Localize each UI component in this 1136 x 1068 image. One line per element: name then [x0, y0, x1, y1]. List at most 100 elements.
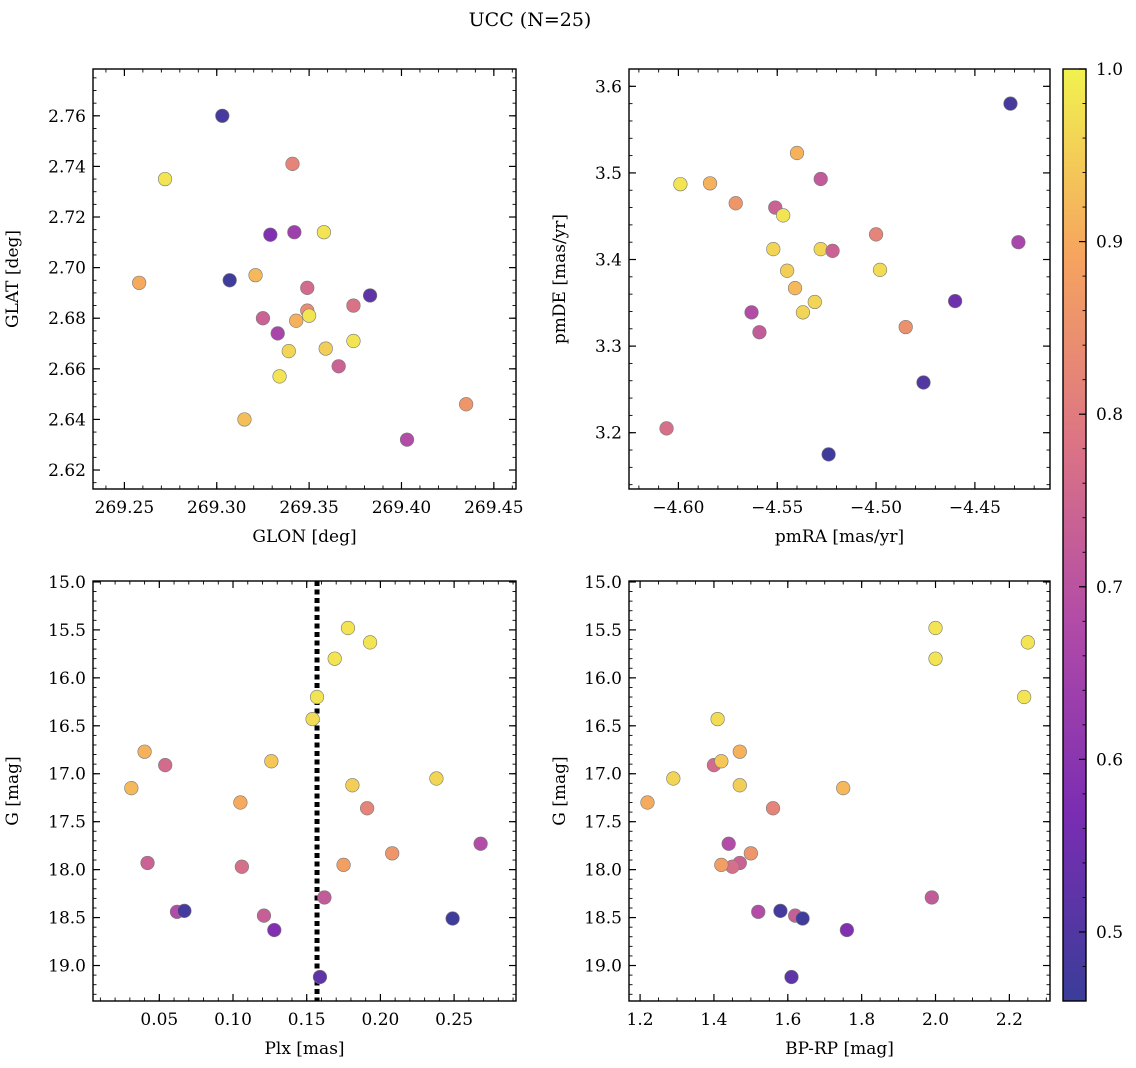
data-point	[345, 778, 360, 793]
colorbar-tick-label: 0.7	[1096, 578, 1123, 598]
data-point	[666, 771, 681, 786]
y-tick-label: 18.0	[48, 861, 86, 881]
data-point	[309, 689, 325, 705]
data-point	[659, 421, 674, 436]
data-point	[836, 781, 851, 796]
data-point	[267, 922, 282, 938]
colorbar-tick-label: 0.5	[1096, 923, 1123, 943]
data-point	[813, 171, 828, 187]
y-tick-label: 15.5	[584, 621, 622, 641]
data-point	[270, 326, 285, 341]
data-point	[234, 859, 249, 874]
data-point	[928, 651, 943, 666]
y-tick-label: 15.0	[48, 573, 86, 593]
data-point	[839, 922, 854, 938]
colorbar-tick-label: 0.8	[1096, 405, 1123, 425]
data-point	[256, 908, 272, 923]
data-point	[158, 758, 173, 773]
data-point	[702, 176, 718, 191]
data-point	[751, 904, 766, 919]
data-point	[429, 771, 444, 786]
x-tick-label: 0.20	[361, 1010, 399, 1030]
x-tick-label: −4.45	[949, 498, 1001, 518]
data-point	[1020, 635, 1035, 650]
data-point	[316, 225, 331, 240]
y-tick-label: 2.64	[48, 410, 86, 430]
panel-3: 0.05 0.10 0.15 0.20 0.25 15.0 15.5 16.0 16.5 17.0…	[3, 573, 517, 1059]
x-tick-label: 2.0	[922, 1010, 949, 1030]
data-point	[399, 432, 415, 447]
data-point	[285, 156, 300, 171]
data-point	[795, 305, 811, 320]
panel-2: −4.60 −4.55 −4.50 −4.45 3.2 3.3 3.4 3.5 3.6 pmRA …	[550, 68, 1051, 547]
data-point	[289, 313, 304, 328]
data-point	[721, 836, 736, 851]
data-point	[825, 243, 840, 258]
y-tick-label: 18.0	[584, 861, 622, 881]
data-point	[787, 280, 803, 296]
x-axis-label: BP-RP [mag]	[785, 1039, 894, 1059]
x-tick-label: 1.4	[700, 1010, 727, 1030]
y-tick-label: 3.5	[595, 164, 622, 184]
data-point	[340, 620, 356, 636]
data-point	[732, 778, 747, 793]
data-point	[157, 171, 173, 187]
data-point	[317, 890, 332, 905]
colorbar: 0.5 0.6 0.7 0.8 0.9 1.0	[1062, 60, 1123, 1002]
data-point	[281, 344, 296, 359]
data-point	[177, 903, 192, 918]
x-tick-label: 269.35	[279, 498, 338, 518]
data-point	[473, 836, 488, 851]
data-point	[248, 268, 263, 283]
panel-4: 1.2 1.4 1.6 1.8 2.0 2.2 15.0 15.5 16.0 16.5 17.0 17…	[550, 573, 1051, 1059]
data-point	[780, 263, 795, 278]
y-tick-label: 17.0	[584, 765, 622, 785]
y-tick-label: 3.4	[595, 251, 622, 271]
x-axis-label: GLON [deg]	[252, 527, 356, 547]
data-point	[784, 969, 799, 985]
data-point	[728, 196, 743, 211]
data-point	[916, 375, 931, 390]
x-tick-label: 2.2	[996, 1010, 1023, 1030]
data-point	[272, 369, 287, 384]
data-point	[714, 754, 729, 769]
y-tick-label: 16.5	[584, 717, 622, 737]
plot-frame	[92, 68, 517, 490]
x-tick-label: 269.25	[95, 498, 154, 518]
data-point	[318, 341, 333, 356]
data-point	[743, 846, 758, 861]
y-axis-label: G [mag]	[3, 756, 23, 825]
y-tick-label: 3.3	[595, 337, 622, 357]
data-point	[640, 795, 655, 810]
colorbar-tick-label: 0.9	[1096, 233, 1123, 253]
figure-title: UCC (N=25)	[469, 9, 592, 31]
y-axis-label: G [mag]	[550, 756, 570, 825]
y-tick-label: 2.62	[48, 461, 86, 481]
data-point	[898, 319, 913, 335]
data-point	[765, 801, 781, 816]
x-tick-label: 1.6	[774, 1010, 801, 1030]
y-tick-label: 17.5	[584, 813, 622, 833]
y-tick-label: 16.5	[48, 717, 86, 737]
panel-1: 269.25 269.30 269.35 269.40 269.45 2.62 2.64 2.…	[3, 68, 524, 547]
y-tick-label: 19.0	[584, 957, 622, 977]
x-tick-label: 1.8	[848, 1010, 875, 1030]
y-tick-label: 17.0	[48, 765, 86, 785]
y-tick-label: 18.5	[584, 909, 622, 929]
data-point	[868, 227, 884, 242]
plot-frame	[628, 580, 1051, 1002]
data-point	[766, 242, 781, 257]
data-point	[336, 857, 351, 872]
data-point	[222, 273, 237, 288]
data-point	[312, 969, 328, 985]
data-point	[327, 651, 342, 666]
data-point	[1011, 235, 1026, 250]
data-point	[264, 754, 279, 769]
data-point	[752, 325, 767, 340]
data-point	[346, 333, 361, 349]
x-axis-label: Plx [mas]	[264, 1039, 344, 1059]
panels: 269.25 269.30 269.35 269.40 269.45 2.62 2.64 2.…	[3, 68, 1051, 1059]
data-point	[140, 855, 155, 871]
data-point	[872, 262, 888, 278]
data-point	[305, 711, 320, 727]
